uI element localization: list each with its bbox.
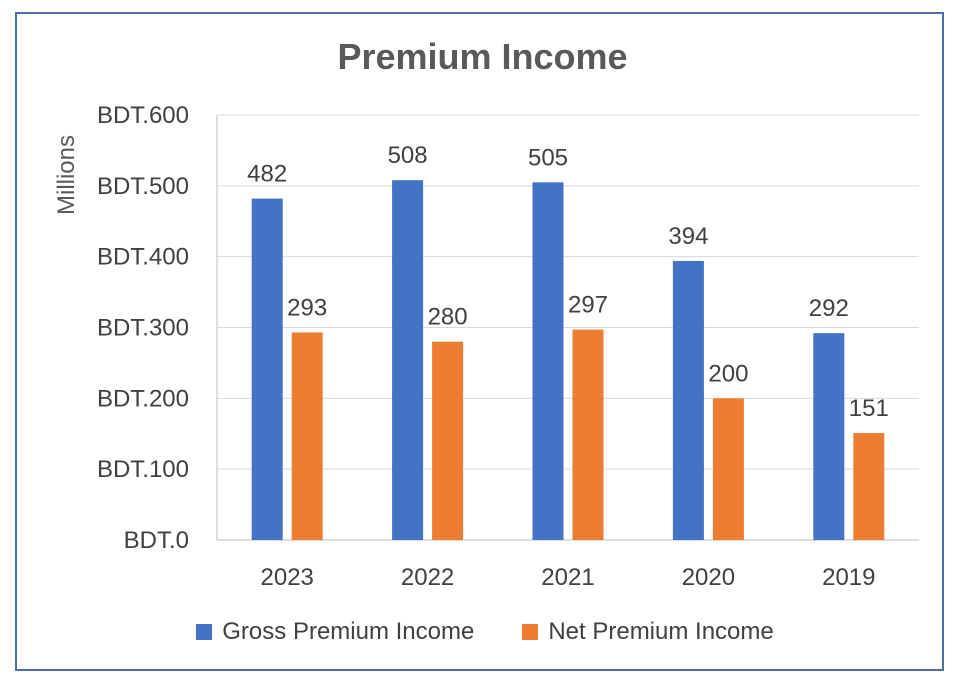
data-label: 280 xyxy=(428,304,468,331)
data-label: 293 xyxy=(287,294,327,321)
data-label: 505 xyxy=(528,144,568,171)
y-tick-label: BDT.600 xyxy=(97,102,189,129)
legend-item-net: Net Premium Income xyxy=(522,618,774,646)
data-label: 151 xyxy=(849,395,889,422)
x-tick-label: 2020 xyxy=(682,564,735,591)
bar-gross xyxy=(392,180,424,540)
data-label: 482 xyxy=(247,161,287,188)
legend-label-net: Net Premium Income xyxy=(548,618,774,645)
y-tick-label: BDT.200 xyxy=(97,385,189,412)
bar-net xyxy=(432,341,464,540)
y-tick-label: BDT.300 xyxy=(97,315,189,342)
data-label: 292 xyxy=(809,295,849,322)
bar-gross xyxy=(813,333,845,540)
bar-net xyxy=(853,433,885,540)
data-label: 394 xyxy=(668,223,708,250)
data-label: 508 xyxy=(388,142,428,169)
x-tick-label: 2023 xyxy=(261,564,314,591)
y-tick-label: BDT.500 xyxy=(97,173,189,200)
x-tick-label: 2022 xyxy=(401,564,454,591)
bar-net xyxy=(572,329,604,540)
data-label: 200 xyxy=(708,360,748,387)
bar-gross xyxy=(251,198,283,541)
bar-net xyxy=(291,332,323,540)
y-tick-label: BDT.100 xyxy=(97,456,189,483)
chart-frame xyxy=(15,12,944,671)
y-tick-label: BDT.400 xyxy=(97,244,189,271)
legend-label-gross: Gross Premium Income xyxy=(222,618,475,645)
legend-swatch-net xyxy=(522,624,539,640)
data-label: 297 xyxy=(568,292,608,319)
legend-swatch-gross xyxy=(196,624,213,640)
x-tick-label: 2021 xyxy=(541,564,594,591)
chart-title: Premium Income xyxy=(337,36,628,77)
y-tick-label: BDT.0 xyxy=(124,527,189,554)
x-tick-label: 2019 xyxy=(822,564,875,591)
bar-net xyxy=(712,398,744,540)
bar-gross xyxy=(672,260,704,540)
legend-item-gross: Gross Premium Income xyxy=(196,618,474,646)
bar-gross xyxy=(532,182,564,540)
legend: Gross Premium Income Net Premium Income xyxy=(0,618,970,646)
